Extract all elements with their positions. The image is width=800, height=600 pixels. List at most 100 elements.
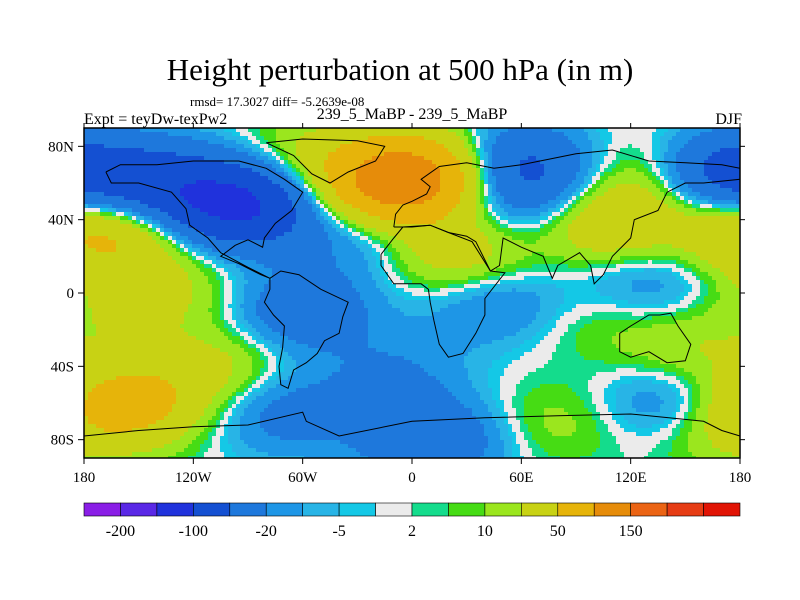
field-cell [88,176,93,181]
field-cell [92,140,97,145]
field-cell [208,156,213,161]
field-cell [248,184,253,189]
field-cell [152,432,157,437]
field-cell [188,380,193,385]
field-cell [128,292,133,297]
field-cell [236,372,241,377]
field-cell [200,196,205,201]
field-cell [184,188,189,193]
field-cell [100,376,105,381]
field-cell [104,236,109,241]
field-cell [96,204,101,209]
field-cell [132,136,137,141]
field-cell [136,244,141,249]
field-cell [296,392,301,397]
field-cell [264,172,269,177]
field-cell [196,420,201,425]
field-cell [220,244,225,249]
field-cell [312,392,317,397]
field-cell [236,380,241,385]
field-cell [240,376,245,381]
field-cell [208,212,213,217]
field-cell [148,312,153,317]
field-cell [292,336,297,341]
field-cell [176,276,181,281]
field-cell [108,264,113,269]
field-cell [236,276,241,281]
field-cell [256,308,261,313]
field-cell [92,196,97,201]
field-cell [100,188,105,193]
field-cell [248,200,253,205]
field-cell [244,356,249,361]
field-cell [192,408,197,413]
field-cell [168,152,173,157]
field-cell [164,208,169,213]
field-cell [248,328,253,333]
field-cell [292,188,297,193]
field-cell [300,148,305,153]
field-cell [152,244,157,249]
field-cell [192,384,197,389]
field-cell [216,212,221,217]
field-cell [144,260,149,265]
field-cell [212,344,217,349]
field-cell [156,180,161,185]
height-field [84,128,740,458]
field-cell [220,432,225,437]
field-cell [120,440,125,445]
field-cell [172,236,177,241]
field-cell [100,320,105,325]
field-cell [320,356,325,361]
field-cell [180,136,185,141]
field-cell [244,256,249,261]
field-cell [188,300,193,305]
field-cell [220,408,225,413]
field-cell [320,416,325,421]
field-cell [244,148,249,153]
field-cell [228,136,233,141]
field-cell [276,296,281,301]
field-cell [96,212,101,217]
field-cell [196,208,201,213]
field-cell [288,392,293,397]
field-cell [216,320,221,325]
field-cell [128,236,133,241]
field-cell [224,220,229,225]
field-cell [156,140,161,145]
field-cell [312,236,317,241]
field-cell [304,172,309,177]
field-cell [172,176,177,181]
field-cell [264,240,269,245]
field-cell [180,360,185,365]
field-cell [296,364,301,369]
field-cell [260,204,265,209]
field-cell [212,352,217,357]
field-cell [224,360,229,365]
field-cell [308,256,313,261]
field-cell [248,212,253,217]
field-cell [140,292,145,297]
field-cell [184,360,189,365]
field-cell [128,444,133,449]
field-cell [244,184,249,189]
field-cell [156,224,161,229]
field-cell [144,196,149,201]
field-cell [228,140,233,145]
field-cell [92,324,97,329]
field-cell [128,352,133,357]
field-cell [252,332,257,337]
field-cell [184,256,189,261]
field-cell [240,196,245,201]
field-cell [256,332,261,337]
field-cell [104,332,109,337]
field-cell [280,420,285,425]
field-cell [144,408,149,413]
field-cell [308,196,313,201]
field-cell [228,236,233,241]
field-cell [164,348,169,353]
field-cell [260,396,265,401]
field-cell [228,184,233,189]
field-cell [280,324,285,329]
field-cell [104,408,109,413]
